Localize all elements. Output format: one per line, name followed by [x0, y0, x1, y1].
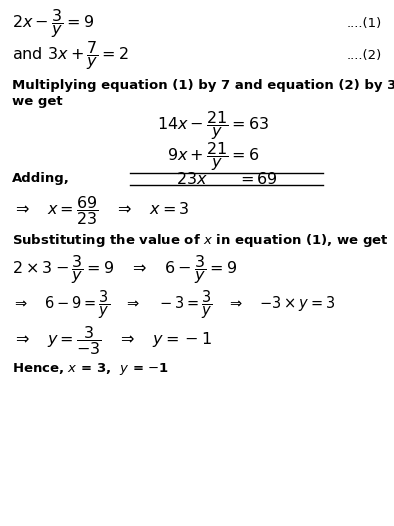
Text: $9x + \dfrac{21}{y} = 6$: $9x + \dfrac{21}{y} = 6$: [167, 140, 259, 173]
Text: ....(1): ....(1): [347, 17, 382, 30]
Text: $\Rightarrow \quad x = \dfrac{69}{23} \quad \Rightarrow \quad x = 3$: $\Rightarrow \quad x = \dfrac{69}{23} \q…: [12, 194, 189, 227]
Text: ....(2): ....(2): [347, 49, 382, 62]
Text: $\Rightarrow \quad 6 - 9 = \dfrac{3}{y} \quad \Rightarrow \quad -3 = \dfrac{3}{y: $\Rightarrow \quad 6 - 9 = \dfrac{3}{y} …: [12, 289, 335, 321]
Text: Adding,: Adding,: [12, 173, 70, 185]
Text: Multiplying equation (1) by 7 and equation (2) by 3: Multiplying equation (1) by 7 and equati…: [12, 79, 394, 92]
Text: $\Rightarrow \quad y = \dfrac{3}{-3} \quad \Rightarrow \quad y = -1$: $\Rightarrow \quad y = \dfrac{3}{-3} \qu…: [12, 325, 212, 357]
Text: $\mathrm{and}\ 3x + \dfrac{7}{y} = 2$: $\mathrm{and}\ 3x + \dfrac{7}{y} = 2$: [12, 39, 129, 72]
Text: $2 \times 3 - \dfrac{3}{y} = 9 \quad \Rightarrow \quad 6 - \dfrac{3}{y} = 9$: $2 \times 3 - \dfrac{3}{y} = 9 \quad \Ri…: [12, 254, 237, 286]
Text: $2x - \dfrac{3}{y} = 9$: $2x - \dfrac{3}{y} = 9$: [12, 7, 94, 40]
Text: we get: we get: [12, 95, 62, 108]
Text: Hence, $x$ = 3,  $y$ = $-$1: Hence, $x$ = 3, $y$ = $-$1: [12, 361, 169, 377]
Text: Substituting the value of $x$ in equation (1), we get: Substituting the value of $x$ in equatio…: [12, 232, 388, 249]
Text: $23x \qquad = 69$: $23x \qquad = 69$: [176, 171, 277, 187]
Text: $14x - \dfrac{21}{y} = 63$: $14x - \dfrac{21}{y} = 63$: [156, 109, 269, 141]
